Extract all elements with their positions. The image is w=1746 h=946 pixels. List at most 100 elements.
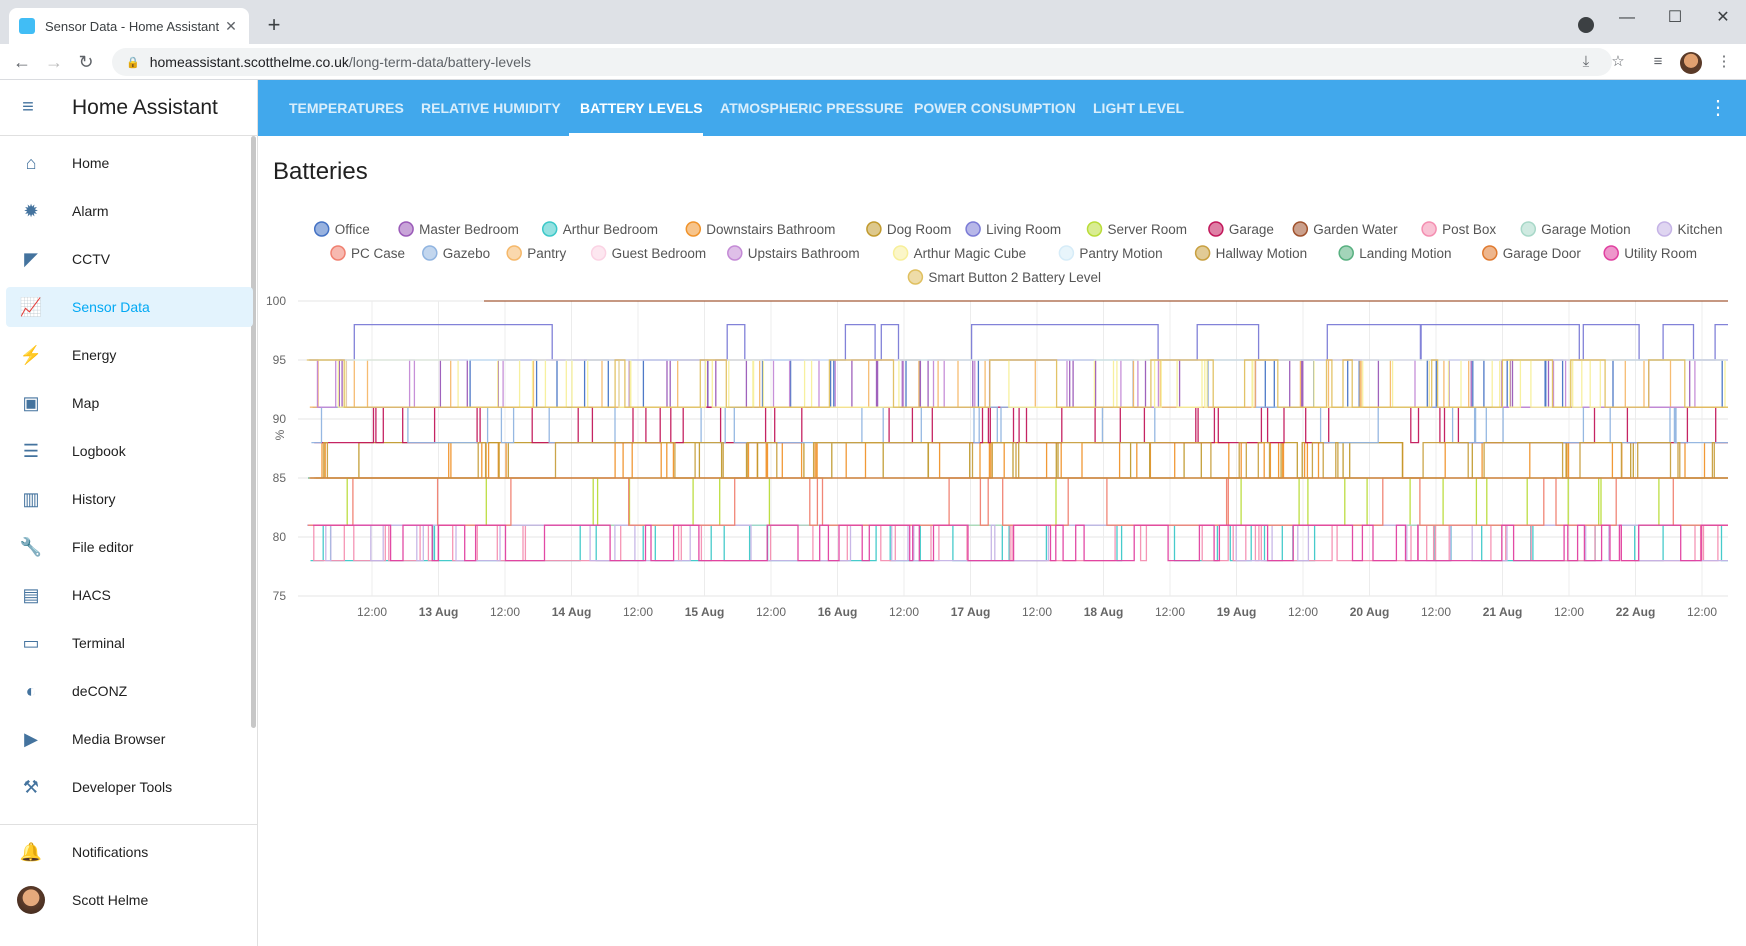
legend-swatch <box>313 221 330 237</box>
x-tick-label: 14 Aug <box>552 605 592 619</box>
legend-swatch <box>1086 221 1103 237</box>
avatar <box>17 886 45 914</box>
sidebar-item-developer-tools[interactable]: ⚒ Developer Tools <box>6 767 253 807</box>
home-icon: ⌂ <box>25 152 37 173</box>
series-line <box>315 441 1728 479</box>
active-tab-indicator <box>569 133 703 136</box>
legend-label: Guest Bedroom <box>612 246 707 261</box>
tab-power-consumption[interactable]: POWER CONSUMPTION <box>914 100 1076 116</box>
install-app-icon[interactable]: ⤓ <box>1582 53 1590 70</box>
y-axis-label: % <box>273 429 287 440</box>
x-tick-label: 12:00 <box>1155 605 1185 619</box>
window-close-icon[interactable]: ✕ <box>1716 9 1730 26</box>
browser-toolbar: ← → ↻ 🔒 homeassistant.scotthelme.co.uk/l… <box>0 44 1746 80</box>
series-line <box>312 359 1728 408</box>
legend-label: Garage Motion <box>1541 222 1630 237</box>
media-control-icon[interactable]: ≡ <box>1653 53 1663 70</box>
browser-tab[interactable]: Sensor Data - Home Assistant ✕ <box>9 8 249 44</box>
legend-swatch <box>1058 245 1075 261</box>
sidebar-item-notifications[interactable]: 🔔 Notifications <box>6 832 254 872</box>
tab-light-level[interactable]: LIGHT LEVEL <box>1093 100 1184 116</box>
x-tick-label: 13 Aug <box>419 605 459 619</box>
maximize-icon[interactable]: ☐ <box>1667 9 1683 26</box>
legend-swatch <box>422 245 438 261</box>
legend-label: Downstairs Bathroom <box>706 222 835 237</box>
chrome-menu-icon[interactable]: ⋮ <box>1716 53 1732 70</box>
sidebar-scrollbar[interactable] <box>251 136 256 728</box>
profile-avatar[interactable] <box>1680 52 1702 74</box>
legend-swatch <box>1656 221 1673 237</box>
series-line <box>311 477 1728 526</box>
sidebar-item-sensor-data[interactable]: 📈 Sensor Data <box>6 287 253 327</box>
x-tick-label: 15 Aug <box>685 605 725 619</box>
sidebar-item-label: Energy <box>72 347 117 363</box>
series-line <box>308 323 1728 361</box>
x-tick-label: 12:00 <box>1687 605 1717 619</box>
lightning-icon: ⚡ <box>19 344 43 365</box>
sidebar-item-history[interactable]: ▥ History <box>6 479 253 519</box>
forward-icon[interactable]: → <box>45 52 63 72</box>
sidebar-item-deconz[interactable]: ◐ deCONZ <box>6 671 253 711</box>
sidebar-item-label: Terminal <box>72 635 125 651</box>
legend-label: Hallway Motion <box>1216 246 1308 261</box>
series-line <box>306 359 1728 408</box>
legend-swatch <box>1194 245 1211 261</box>
sidebar-item-media-browser[interactable]: ▶ Media Browser <box>6 719 253 759</box>
legend-label: Kitchen <box>1678 222 1723 237</box>
sidebar-item-cctv[interactable]: ◤ CCTV <box>6 239 253 279</box>
sidebar-item-logbook[interactable]: ☰ Logbook <box>6 431 253 471</box>
legend-swatch <box>965 221 981 237</box>
tab-atmospheric-pressure[interactable]: ATMOSPHERIC PRESSURE <box>720 100 904 116</box>
sidebar-item-label: Media Browser <box>72 731 166 747</box>
tab-battery-levels[interactable]: BATTERY LEVELS <box>580 100 703 116</box>
close-tab-icon[interactable]: ✕ <box>225 17 237 34</box>
legend-label: Office <box>335 222 370 237</box>
legend-label: Arthur Magic Cube <box>914 246 1027 261</box>
bookmark-star-icon[interactable]: ☆ <box>1611 53 1625 70</box>
address-bar[interactable]: 🔒 homeassistant.scotthelme.co.uk/long-te… <box>112 48 1612 76</box>
sidebar-item-label: File editor <box>72 539 134 555</box>
sidebar-item-hacs[interactable]: ▤ HACS <box>6 575 253 615</box>
sidebar-item-energy[interactable]: ⚡ Energy <box>6 335 253 375</box>
sidebar-item-file-editor[interactable]: 🔧 File editor <box>6 527 253 567</box>
sidebar-item-home[interactable]: ⌂ Home <box>6 143 253 183</box>
series-line <box>307 524 1728 562</box>
tab-strip: Sensor Data - Home Assistant ✕ + — ☐ ✕ <box>0 0 1746 44</box>
reload-icon[interactable]: ↻ <box>78 52 94 72</box>
legend-label: Master Bedroom <box>419 222 519 237</box>
legend-swatch <box>1482 245 1498 261</box>
user-name: Scott Helme <box>72 892 149 908</box>
x-tick-label: 18 Aug <box>1084 605 1124 619</box>
sidebar-nav: ⌂ Home ✹ Alarm ◤ CCTV 📈 Sensor Data ⚡ Energy ▣ Map ☰… <box>0 136 257 807</box>
sidebar-item-map[interactable]: ▣ Map <box>6 383 253 423</box>
y-tick-label: 75 <box>273 589 287 603</box>
legend-swatch <box>330 245 346 261</box>
new-tab-icon[interactable]: + <box>267 12 281 37</box>
x-tick-label: 22 Aug <box>1616 605 1656 619</box>
minimize-icon[interactable]: — <box>1619 9 1635 26</box>
legend-swatch <box>506 245 522 261</box>
legend-swatch <box>1208 221 1224 237</box>
series-line <box>309 359 1728 408</box>
overflow-menu-icon[interactable]: ⋮ <box>1708 97 1728 119</box>
legend-swatch <box>727 245 743 261</box>
sidebar-item-profile[interactable]: Scott Helme <box>6 880 254 920</box>
tab-search-icon[interactable] <box>1578 17 1594 33</box>
series-line <box>307 524 1728 562</box>
menu-collapse-icon[interactable]: ≡ <box>22 96 34 118</box>
sidebar-item-label: Sensor Data <box>72 299 150 315</box>
series-line <box>309 359 1728 408</box>
home-assistant-favicon-icon <box>19 18 35 34</box>
legend-label: Arthur Bedroom <box>563 222 658 237</box>
legend-label: Smart Button 2 Battery Level <box>928 270 1101 285</box>
legend-swatch <box>1603 245 1619 261</box>
sidebar-item-alarm[interactable]: ✹ Alarm <box>6 191 253 231</box>
tab-temperatures[interactable]: TEMPERATURES <box>289 100 404 116</box>
tab-relative-humidity[interactable]: RELATIVE HUMIDITY <box>421 100 561 116</box>
legend-label: Utility Room <box>1624 246 1697 261</box>
back-icon[interactable]: ← <box>13 52 31 72</box>
browser-chrome: Sensor Data - Home Assistant ✕ + — ☐ ✕ ←… <box>0 0 1746 80</box>
sidebar-item-terminal[interactable]: ▭ Terminal <box>6 623 253 663</box>
legend-swatch <box>590 245 607 261</box>
deconz-icon: ◐ <box>25 680 37 701</box>
